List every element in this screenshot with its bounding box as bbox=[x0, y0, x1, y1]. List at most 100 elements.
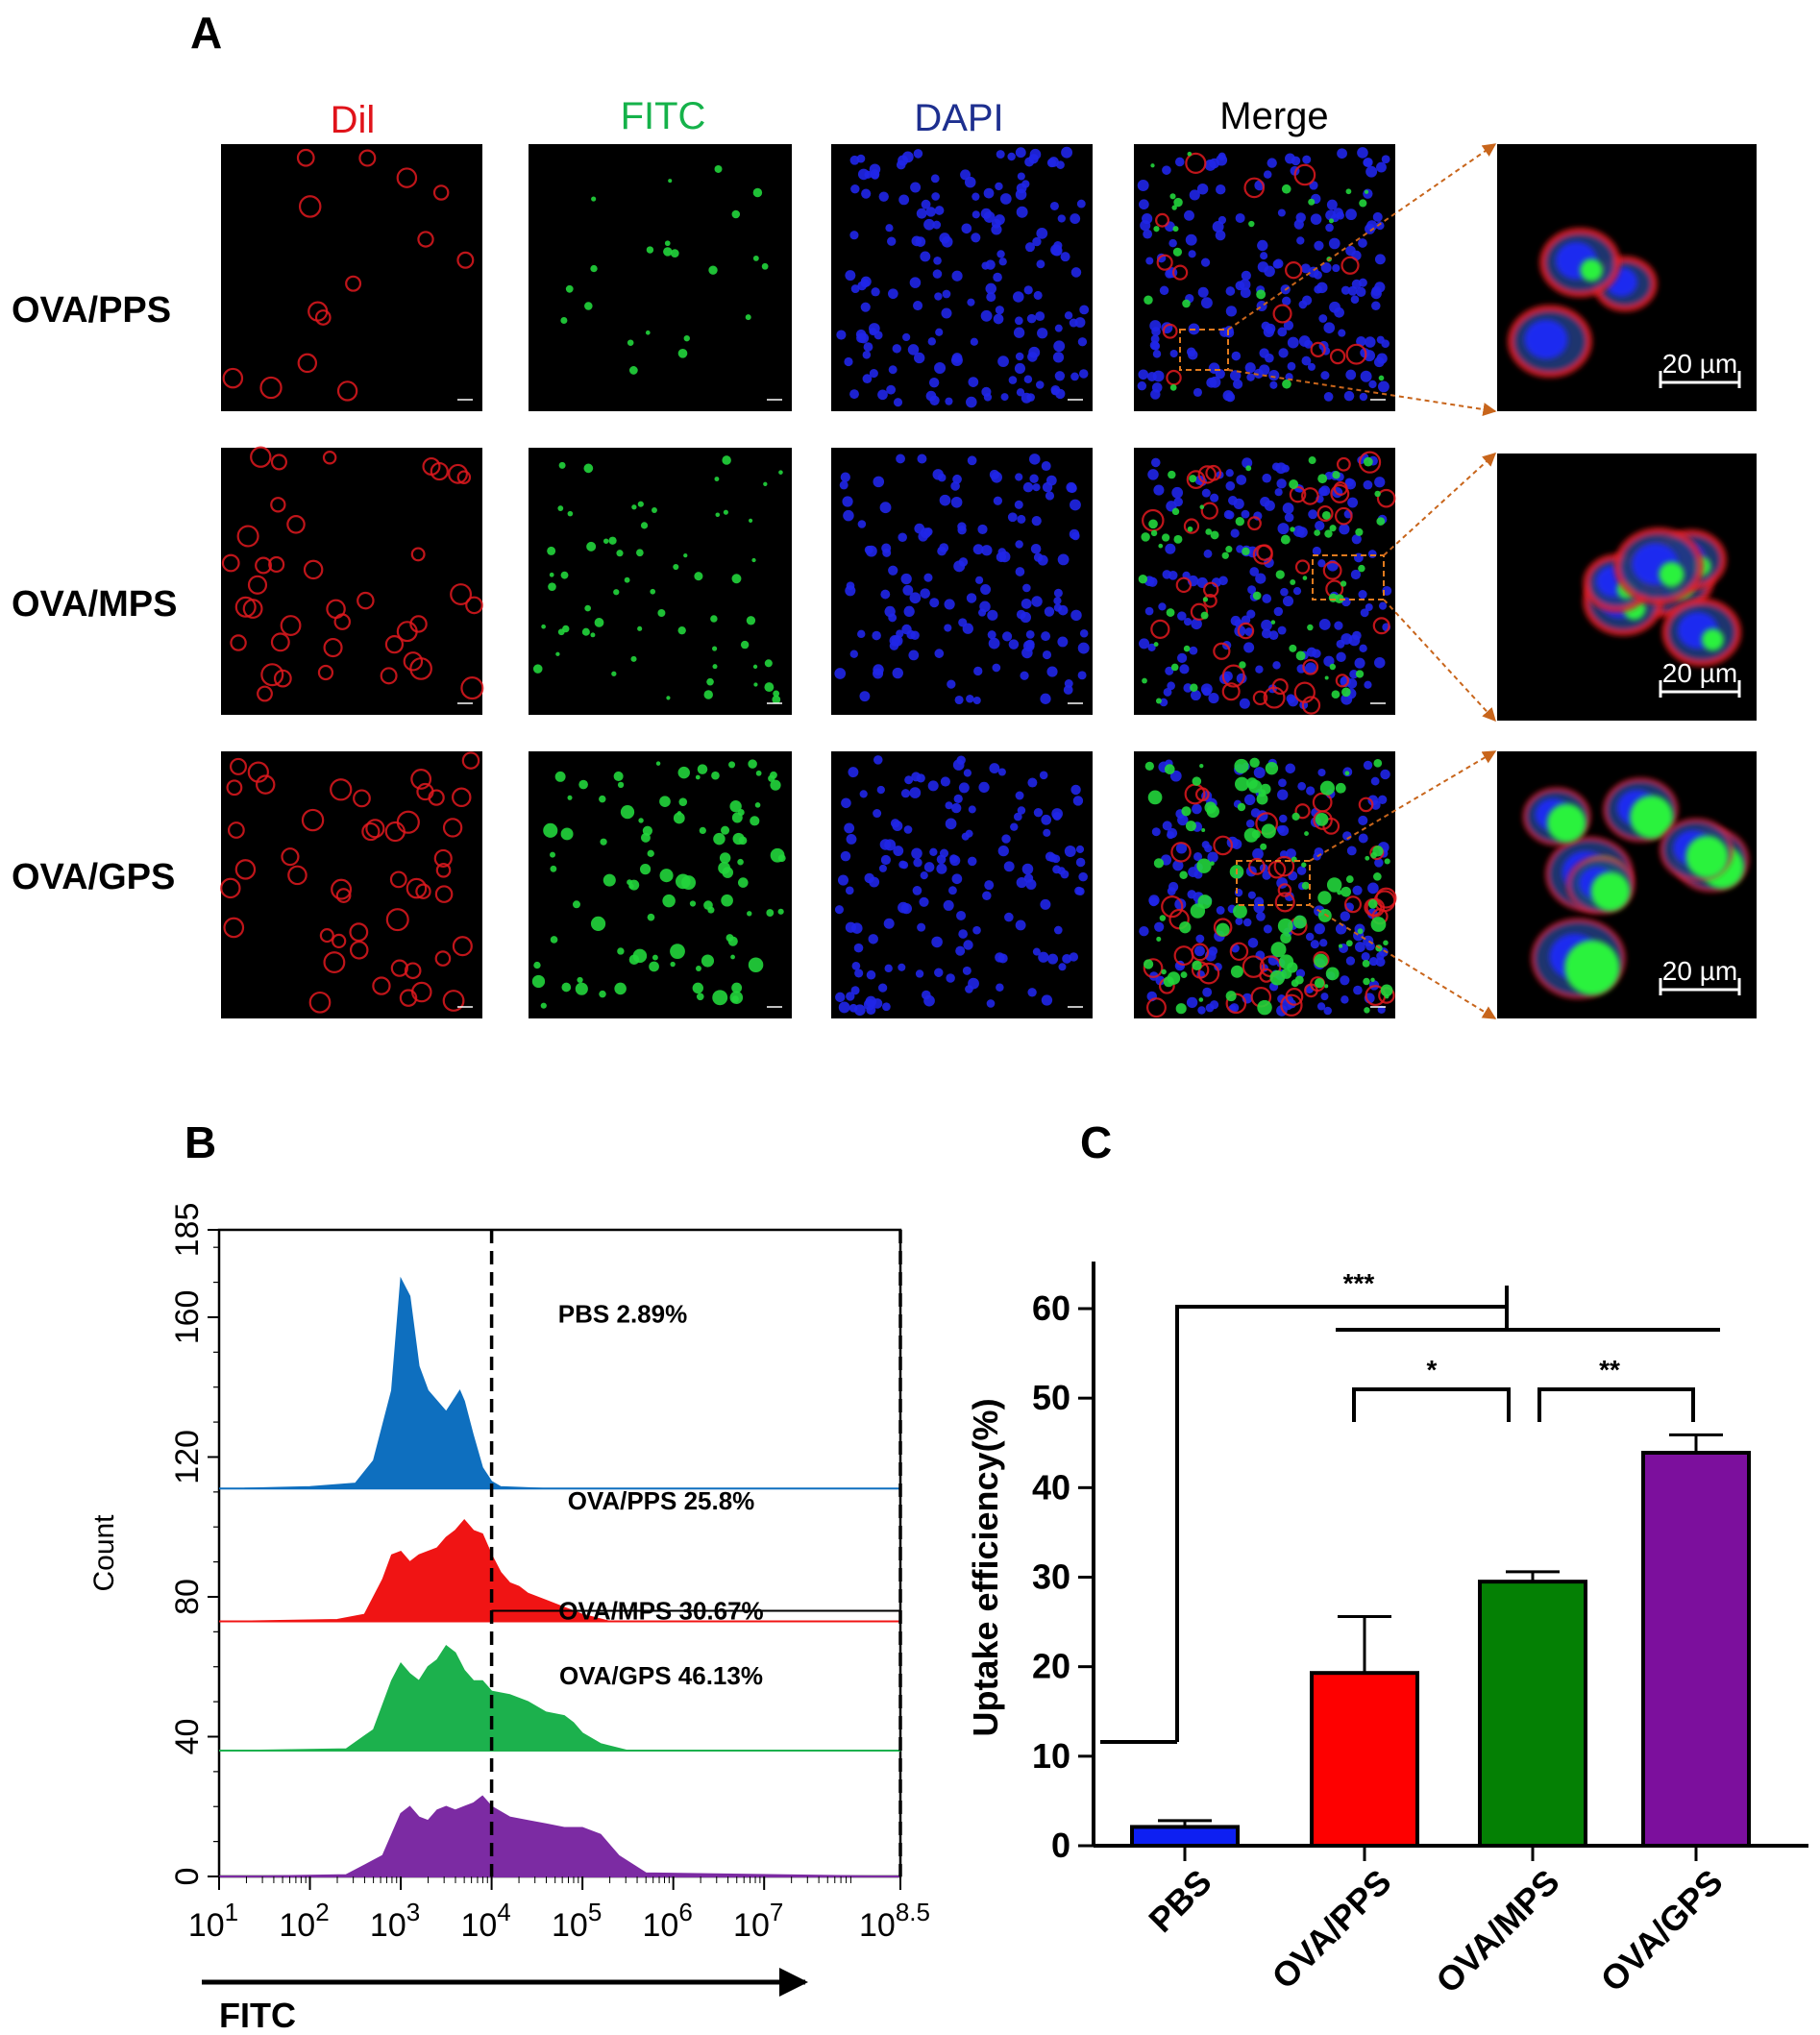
cell-mark bbox=[435, 862, 452, 878]
cell-mark bbox=[577, 976, 583, 984]
cell-mark bbox=[987, 609, 998, 621]
cell-mark bbox=[1174, 157, 1185, 167]
cell-mark bbox=[892, 344, 901, 354]
microscopy-grid bbox=[220, 144, 1397, 1018]
cell-mark bbox=[1150, 529, 1158, 537]
cell-mark bbox=[773, 690, 780, 698]
cell-mark bbox=[943, 899, 954, 911]
cell-mark bbox=[876, 785, 885, 795]
cell-mark bbox=[659, 796, 671, 808]
tile-background bbox=[529, 448, 792, 715]
cell-mark bbox=[909, 592, 922, 604]
cell-mark bbox=[972, 696, 981, 705]
cell-mark bbox=[1189, 189, 1200, 201]
cell-mark bbox=[1209, 376, 1221, 388]
cell-mark bbox=[731, 995, 739, 1003]
cell-mark bbox=[928, 377, 940, 388]
cell-mark bbox=[957, 525, 967, 535]
cell-mark bbox=[1149, 340, 1160, 351]
cell-mark bbox=[966, 694, 974, 703]
image-tile-r2-c4 bbox=[1134, 448, 1396, 715]
cell-mark bbox=[944, 599, 955, 610]
cell-mark bbox=[869, 368, 878, 379]
cell-mark bbox=[1216, 184, 1226, 195]
cell-mark bbox=[920, 588, 931, 599]
zoom-insets: 20 µm 20 µm 20 µm bbox=[1179, 143, 1757, 1019]
cell-mark bbox=[1171, 264, 1189, 281]
cell-mark bbox=[1045, 851, 1055, 862]
cell-mark bbox=[1048, 157, 1059, 167]
cell-mark bbox=[234, 859, 257, 880]
cell-mark bbox=[1191, 943, 1210, 962]
cell-mark bbox=[1186, 996, 1198, 1009]
cell-mark bbox=[586, 541, 597, 552]
cell-mark bbox=[1249, 567, 1260, 576]
cell-mark bbox=[695, 774, 701, 780]
cell-mark bbox=[934, 362, 947, 374]
cell-mark bbox=[1353, 985, 1363, 995]
cell-mark bbox=[1333, 481, 1348, 496]
cell-mark bbox=[1168, 908, 1190, 930]
cell-mark bbox=[1021, 598, 1032, 609]
scale-bar-label: 20 µm bbox=[1662, 658, 1737, 688]
cell-mark bbox=[1246, 373, 1255, 381]
cell-mark bbox=[650, 588, 656, 595]
cell-mark bbox=[1057, 214, 1066, 223]
cell-mark bbox=[1357, 928, 1364, 935]
row-label-ova-gps: OVA/GPS bbox=[12, 857, 175, 897]
cell-mark bbox=[1243, 794, 1256, 806]
cell-mark bbox=[1026, 393, 1035, 402]
cell-mark bbox=[748, 518, 753, 523]
cell-mark bbox=[1162, 821, 1172, 831]
cell-mark bbox=[448, 463, 468, 484]
cell-mark bbox=[1022, 583, 1031, 593]
cell-mark bbox=[353, 789, 371, 808]
cell-mark bbox=[944, 624, 952, 632]
cell-mark bbox=[951, 270, 963, 282]
cell-mark bbox=[1074, 317, 1086, 328]
histogram-series-ova-mps bbox=[218, 1645, 901, 1752]
cell-mark bbox=[1330, 483, 1350, 503]
cell-mark bbox=[616, 550, 624, 557]
cell-mark bbox=[1377, 380, 1390, 393]
cell-mark bbox=[533, 961, 541, 969]
cell-mark bbox=[941, 307, 952, 319]
cell-mark bbox=[603, 873, 616, 887]
cell-mark bbox=[1323, 392, 1334, 402]
cell-mark bbox=[1235, 212, 1245, 223]
cell-mark bbox=[1378, 601, 1388, 610]
cell-mark bbox=[836, 330, 847, 340]
cell-mark bbox=[945, 818, 957, 830]
cell-mark bbox=[701, 954, 715, 968]
cell-mark bbox=[949, 855, 961, 867]
cell-mark bbox=[999, 193, 1012, 205]
cell-mark bbox=[1072, 796, 1084, 806]
cell-mark bbox=[270, 454, 287, 471]
cell-mark bbox=[1343, 390, 1355, 402]
sig-label-triple: *** bbox=[1343, 1268, 1375, 1298]
cell-mark bbox=[1296, 866, 1307, 875]
cell-mark bbox=[996, 250, 1005, 258]
cell-mark bbox=[1383, 940, 1389, 946]
cell-mark bbox=[638, 818, 644, 823]
cell-mark bbox=[1329, 301, 1340, 313]
cell-mark bbox=[567, 795, 573, 800]
y-tick-label: 160 bbox=[169, 1290, 206, 1345]
cell-mark bbox=[873, 668, 884, 679]
cell-mark bbox=[549, 572, 554, 577]
cell-mark bbox=[1032, 947, 1041, 956]
cell-mark bbox=[1365, 336, 1376, 348]
cell-mark bbox=[390, 959, 408, 977]
cell-mark bbox=[1147, 790, 1163, 805]
cell-mark bbox=[859, 691, 871, 702]
cell-mark bbox=[675, 873, 691, 890]
cell-mark bbox=[1240, 287, 1251, 299]
x-tick-exponent: 5 bbox=[588, 1898, 602, 1926]
cell-mark bbox=[1153, 484, 1165, 496]
cell-mark bbox=[892, 667, 903, 679]
cell-mark bbox=[860, 276, 872, 287]
cell-mark bbox=[1028, 454, 1041, 465]
cell-mark bbox=[1053, 241, 1063, 251]
cell-mark bbox=[1289, 479, 1299, 489]
